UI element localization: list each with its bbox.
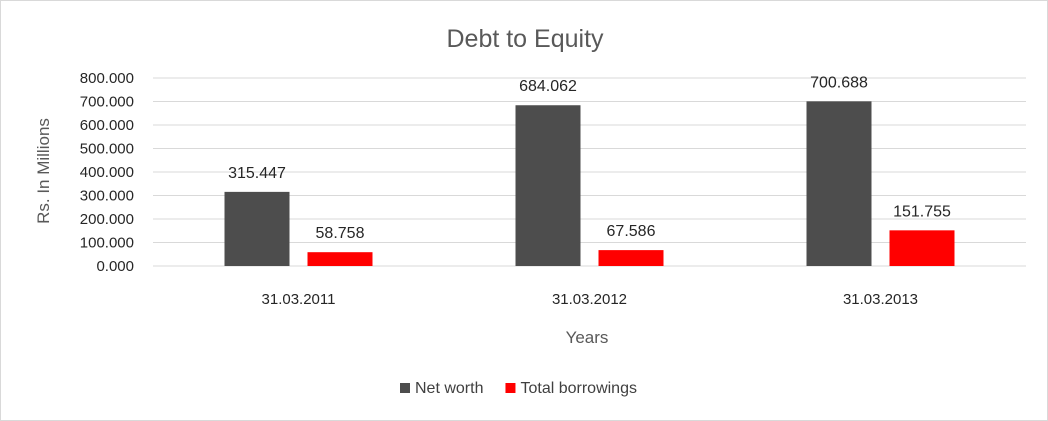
gridlines [153,77,1026,267]
y-axis-ticks: 0.000 100.000 200.000 300.000 400.000 500.000… [80,70,134,275]
data-labels: 315.447 58.758 684.062 67.586 700.688 151.755 [228,74,951,242]
x-tick-label: 31.03.2013 [843,291,918,308]
y-tick-label: 100.000 [80,235,134,252]
x-tick-label: 31.03.2012 [552,291,627,308]
bar [224,191,290,266]
data-label: 315.447 [228,165,286,182]
data-label: 67.586 [607,223,656,240]
legend-swatch [400,383,410,393]
data-label: 58.758 [316,225,365,242]
bar [889,230,955,266]
y-tick-label: 700.000 [80,94,134,111]
legend-swatch [505,383,516,393]
data-label: 700.688 [810,74,868,91]
legend: Net worth Total borrowings [400,380,637,397]
legend-label: Total borrowings [520,380,637,397]
x-axis-label: Years [566,328,609,347]
x-axis-ticks: 31.03.2011 31.03.2012 31.03.2013 [262,291,919,308]
bars [224,101,955,267]
legend-label: Net worth [415,380,483,397]
bar [806,101,872,266]
bar [515,105,581,267]
y-axis-label: Rs. In Millions [34,118,53,224]
y-tick-label: 800.000 [80,70,134,87]
bar [307,252,373,266]
y-tick-label: 600.000 [80,117,134,134]
data-label: 151.755 [893,203,951,220]
y-tick-label: 0.000 [96,258,134,275]
y-tick-label: 300.000 [80,188,134,205]
bar [598,250,664,266]
y-tick-label: 200.000 [80,211,134,228]
y-tick-label: 400.000 [80,164,134,181]
chart-title: Debt to Equity [446,25,604,53]
data-label: 684.062 [519,78,577,95]
x-tick-label: 31.03.2011 [262,291,336,308]
y-tick-label: 500.000 [80,141,134,158]
